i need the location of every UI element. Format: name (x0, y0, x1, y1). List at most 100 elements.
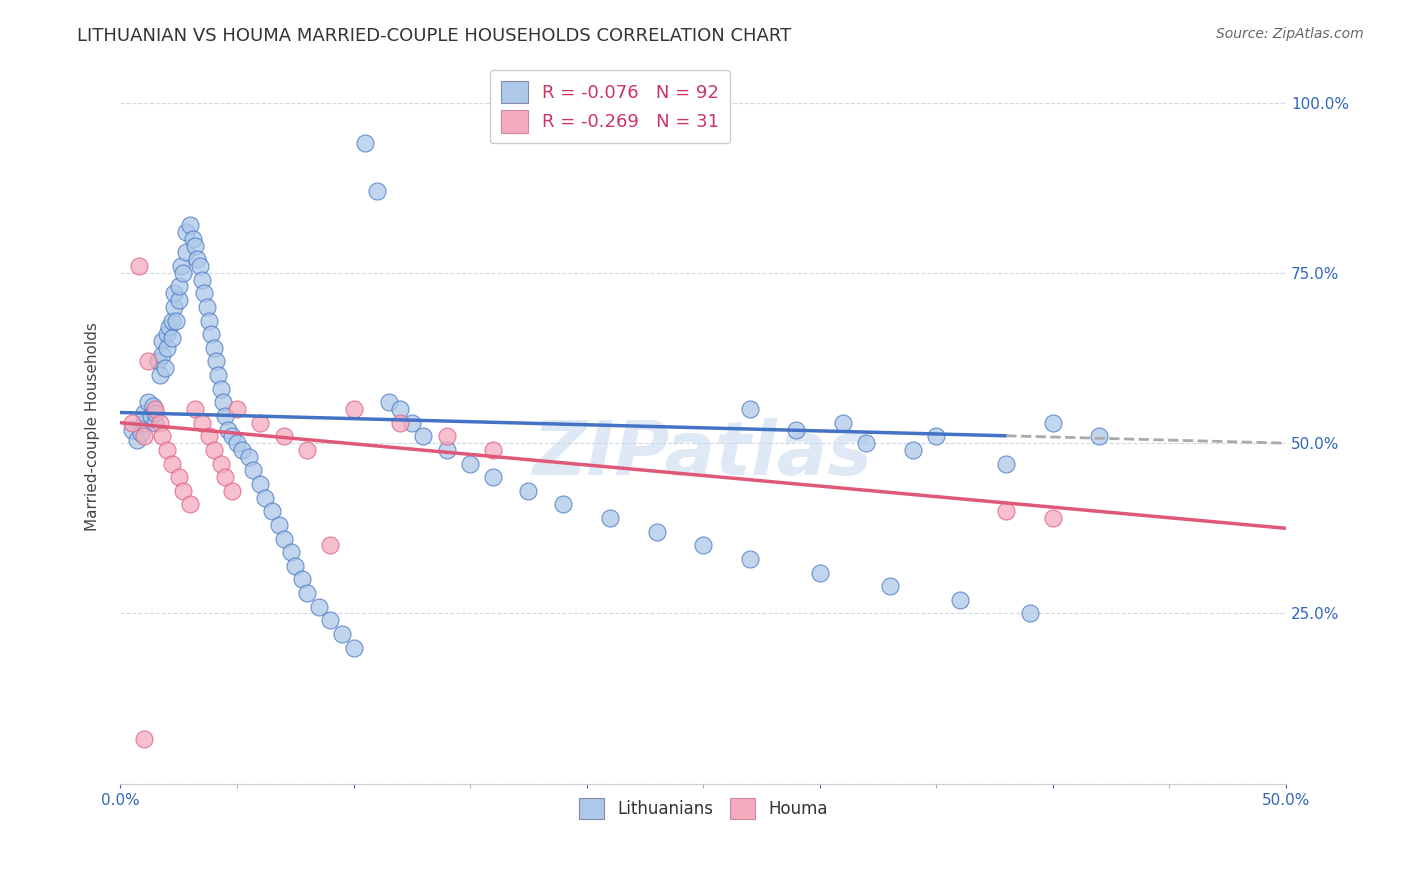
Point (153, 361, 176, 376)
Point (160, 330, 183, 344)
Point (342, 640, 364, 655)
Point (319, 613, 342, 627)
Point (167, 470, 190, 484)
Point (202, 442, 225, 457)
Point (599, 511, 621, 525)
Point (174, 225, 197, 239)
Point (149, 416, 172, 430)
Point (160, 457, 183, 471)
Point (273, 532, 295, 546)
Point (354, 136, 377, 151)
Point (249, 477, 271, 491)
Point (242, 463, 264, 477)
Point (160, 313, 183, 327)
Point (412, 429, 434, 443)
Point (184, 238, 207, 252)
Point (949, 592, 972, 607)
Point (172, 483, 194, 498)
Point (291, 573, 314, 587)
Point (221, 483, 243, 498)
Point (174, 245, 197, 260)
Point (366, 184, 388, 198)
Point (198, 313, 221, 327)
Point (125, 433, 148, 447)
Legend: Lithuanians, Houma: Lithuanians, Houma (572, 792, 834, 825)
Point (212, 395, 235, 409)
Point (207, 368, 229, 382)
Point (330, 627, 353, 641)
Point (308, 599, 330, 614)
Point (145, 405, 167, 419)
Point (280, 545, 302, 559)
Point (132, 429, 155, 443)
Point (165, 313, 187, 327)
Y-axis label: Married-couple Households: Married-couple Households (86, 322, 100, 531)
Point (121, 423, 143, 437)
Point (238, 450, 260, 464)
Point (152, 334, 174, 348)
Point (181, 232, 204, 246)
Point (342, 402, 364, 417)
Point (832, 416, 855, 430)
Point (214, 470, 236, 484)
Point (188, 259, 211, 273)
Point (738, 552, 761, 566)
Point (436, 429, 458, 443)
Point (517, 483, 540, 498)
Point (295, 586, 318, 600)
Point (284, 558, 307, 573)
Point (198, 429, 221, 443)
Point (231, 442, 253, 457)
Point (692, 538, 714, 552)
Point (879, 579, 901, 593)
Point (553, 498, 575, 512)
Point (152, 348, 174, 362)
Point (482, 470, 505, 484)
Point (389, 416, 412, 430)
Point (191, 273, 214, 287)
Point (260, 504, 283, 518)
Point (128, 259, 150, 273)
Point (273, 429, 295, 443)
Point (172, 266, 194, 280)
Point (1042, 416, 1064, 430)
Point (855, 436, 877, 450)
Point (901, 442, 924, 457)
Point (156, 341, 179, 355)
Point (131, 425, 153, 440)
Point (156, 327, 179, 342)
Point (139, 409, 162, 423)
Point (152, 429, 174, 443)
Point (1018, 607, 1040, 621)
Text: Source: ZipAtlas.com: Source: ZipAtlas.com (1216, 27, 1364, 41)
Point (121, 416, 143, 430)
Point (436, 442, 458, 457)
Point (167, 279, 190, 293)
Point (156, 442, 179, 457)
Point (191, 416, 214, 430)
Point (401, 416, 423, 430)
Point (214, 409, 236, 423)
Point (163, 300, 186, 314)
Point (145, 402, 167, 417)
Point (179, 498, 201, 512)
Point (205, 354, 228, 368)
Point (1088, 429, 1111, 443)
Point (253, 491, 276, 505)
Point (167, 293, 190, 307)
Point (209, 457, 232, 471)
Point (808, 566, 831, 580)
Point (995, 504, 1018, 518)
Point (149, 368, 172, 382)
Point (132, 405, 155, 419)
Point (482, 442, 505, 457)
Point (146, 354, 169, 368)
Point (138, 354, 160, 368)
Point (389, 402, 412, 417)
Point (249, 416, 271, 430)
Point (142, 399, 165, 413)
Point (217, 423, 239, 437)
Point (319, 538, 342, 552)
Point (458, 457, 481, 471)
Point (738, 402, 761, 417)
